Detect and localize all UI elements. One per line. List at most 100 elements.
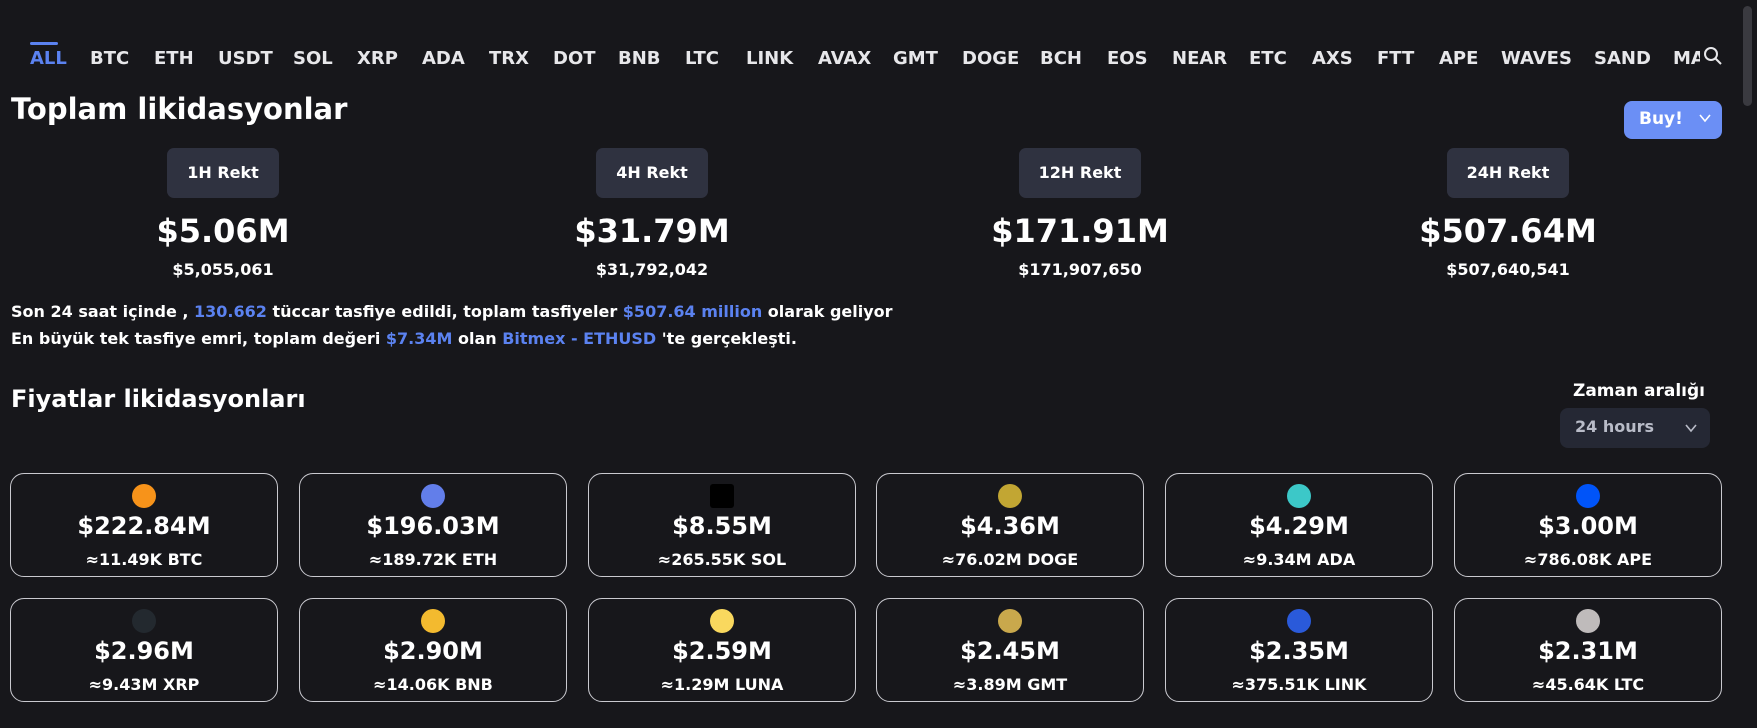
rekt-amount: $507.64M (1419, 212, 1597, 250)
tab-ltc[interactable]: LTC (685, 48, 719, 69)
rekt-badge[interactable]: 12H Rekt (1018, 148, 1142, 198)
buy-button-label: Buy! (1639, 109, 1683, 129)
tab-doge[interactable]: DOGE (962, 48, 1020, 69)
tab-axs[interactable]: AXS (1312, 48, 1353, 69)
tab-bnb[interactable]: BNB (618, 48, 661, 69)
tab-waves[interactable]: WAVES (1501, 48, 1572, 69)
coin-card[interactable]: $2.90M ≈14.06K BNB (299, 598, 567, 702)
rekt-badge[interactable]: 1H Rekt (167, 148, 279, 198)
ltc-icon (1576, 609, 1600, 633)
tab-avax[interactable]: AVAX (818, 48, 872, 69)
summary-text: Son 24 saat içinde , (11, 302, 195, 321)
card-amount: $4.36M (960, 512, 1060, 540)
coin-card[interactable]: $2.31M ≈45.64K LTC (1454, 598, 1722, 702)
card-amount: $2.96M (94, 637, 194, 665)
summary-text: olarak geliyor (762, 302, 893, 321)
bnb-icon (421, 609, 445, 633)
summary-text: En büyük tek tasfiye emri, toplam değeri (11, 329, 386, 348)
tab-usdt[interactable]: USDT (218, 48, 273, 69)
rekt-4h: 4H Rekt $31.79M $31,792,042 (532, 148, 772, 279)
tab-link[interactable]: LINK (746, 48, 794, 69)
card-amount: $2.45M (960, 637, 1060, 665)
tab-dot[interactable]: DOT (553, 48, 596, 69)
rekt-amount: $171.91M (991, 212, 1169, 250)
coin-card[interactable]: $4.36M ≈76.02M DOGE (876, 473, 1144, 577)
coin-card[interactable]: $2.96M ≈9.43M XRP (10, 598, 278, 702)
ada-icon (1287, 484, 1311, 508)
card-amount: $222.84M (77, 512, 211, 540)
card-coin-amount: ≈786.08K APE (1523, 550, 1653, 569)
tab-ftt[interactable]: FTT (1377, 48, 1415, 69)
summary-line-2: En büyük tek tasfiye emri, toplam değeri… (11, 329, 797, 348)
coin-card[interactable]: $2.59M ≈1.29M LUNA (588, 598, 856, 702)
tab-all[interactable]: ALL (30, 48, 67, 69)
rekt-amount: $31.79M (574, 212, 730, 250)
time-range-select[interactable]: 24 hours (1560, 408, 1710, 448)
tab-sol[interactable]: SOL (293, 48, 333, 69)
card-coin-amount: ≈3.89M GMT (952, 675, 1068, 694)
tab-etc[interactable]: ETC (1249, 48, 1287, 69)
largest-order-value: $7.34M (385, 329, 453, 348)
tab-sand[interactable]: SAND (1594, 48, 1651, 69)
coin-card[interactable]: $196.03M ≈189.72K ETH (299, 473, 567, 577)
card-coin-amount: ≈76.02M DOGE (941, 550, 1079, 569)
summary-text: 'te gerçekleşti. (656, 329, 797, 348)
rekt-exact: $171,907,650 (1018, 260, 1142, 279)
rekt-exact: $507,640,541 (1446, 260, 1570, 279)
rekt-amount: $5.06M (156, 212, 290, 250)
card-amount: $2.35M (1249, 637, 1349, 665)
rekt-badge[interactable]: 4H Rekt (596, 148, 708, 198)
time-range-label: Zaman aralığı (1573, 381, 1705, 401)
card-amount: $3.00M (1538, 512, 1638, 540)
tab-eos[interactable]: EOS (1107, 48, 1148, 69)
tab-near[interactable]: NEAR (1172, 48, 1228, 69)
buy-button[interactable]: Buy! (1624, 101, 1722, 139)
card-coin-amount: ≈9.43M XRP (88, 675, 200, 694)
tab-xrp[interactable]: XRP (357, 48, 398, 69)
active-tab-indicator (30, 42, 58, 45)
traders-count: 130.662 (194, 302, 267, 321)
card-coin-amount: ≈11.49K BTC (85, 550, 203, 569)
coin-card[interactable]: $8.55M ≈265.55K SOL (588, 473, 856, 577)
btc-icon (132, 484, 156, 508)
card-coin-amount: ≈265.55K SOL (657, 550, 787, 569)
time-range-value: 24 hours (1575, 417, 1655, 436)
rekt-24h: 24H Rekt $507.64M $507,640,541 (1388, 148, 1628, 279)
tab-btc[interactable]: BTC (90, 48, 130, 69)
coin-card[interactable]: $3.00M ≈786.08K APE (1454, 473, 1722, 577)
rekt-exact: $5,055,061 (172, 260, 274, 279)
card-coin-amount: ≈1.29M LUNA (660, 675, 784, 694)
card-amount: $4.29M (1249, 512, 1349, 540)
scrollbar[interactable] (1739, 0, 1757, 728)
price-liquidations-title: Fiyatlar likidasyonları (11, 385, 306, 413)
luna-icon (710, 609, 734, 633)
coin-card[interactable]: $222.84M ≈11.49K BTC (10, 473, 278, 577)
tab-trx[interactable]: TRX (489, 48, 530, 69)
coin-card[interactable]: $4.29M ≈9.34M ADA (1165, 473, 1433, 577)
tab-bch[interactable]: BCH (1040, 48, 1082, 69)
tab-ma[interactable]: MA (1673, 48, 1700, 69)
card-coin-amount: ≈375.51K LINK (1231, 675, 1367, 694)
search-icon[interactable] (1703, 46, 1723, 66)
total-liquidations-title: Toplam likidasyonlar (11, 92, 348, 126)
tab-gmt[interactable]: GMT (893, 48, 938, 69)
card-coin-amount: ≈9.34M ADA (1242, 550, 1356, 569)
doge-icon (998, 484, 1022, 508)
eth-icon (421, 484, 445, 508)
rekt-badge[interactable]: 24H Rekt (1446, 148, 1570, 198)
summary-text: olan (452, 329, 503, 348)
largest-order-exchange-link[interactable]: Bitmex - ETHUSD (502, 329, 657, 348)
ape-icon (1576, 484, 1600, 508)
card-amount: $2.59M (672, 637, 772, 665)
card-amount: $2.90M (383, 637, 483, 665)
tab-ape[interactable]: APE (1439, 48, 1479, 69)
tab-ada[interactable]: ADA (422, 48, 465, 69)
coin-card[interactable]: $2.35M ≈375.51K LINK (1165, 598, 1433, 702)
sol-icon (710, 484, 734, 508)
coin-card[interactable]: $2.45M ≈3.89M GMT (876, 598, 1144, 702)
xrp-icon (132, 609, 156, 633)
coin-tabs: ALL BTC ETH USDT SOL XRP ADA TRX DOT BNB LTC LINK AV… (0, 40, 1700, 90)
gmt-icon (998, 609, 1022, 633)
tab-eth[interactable]: ETH (154, 48, 194, 69)
total-liquidations-value: $507.64 million (622, 302, 763, 321)
